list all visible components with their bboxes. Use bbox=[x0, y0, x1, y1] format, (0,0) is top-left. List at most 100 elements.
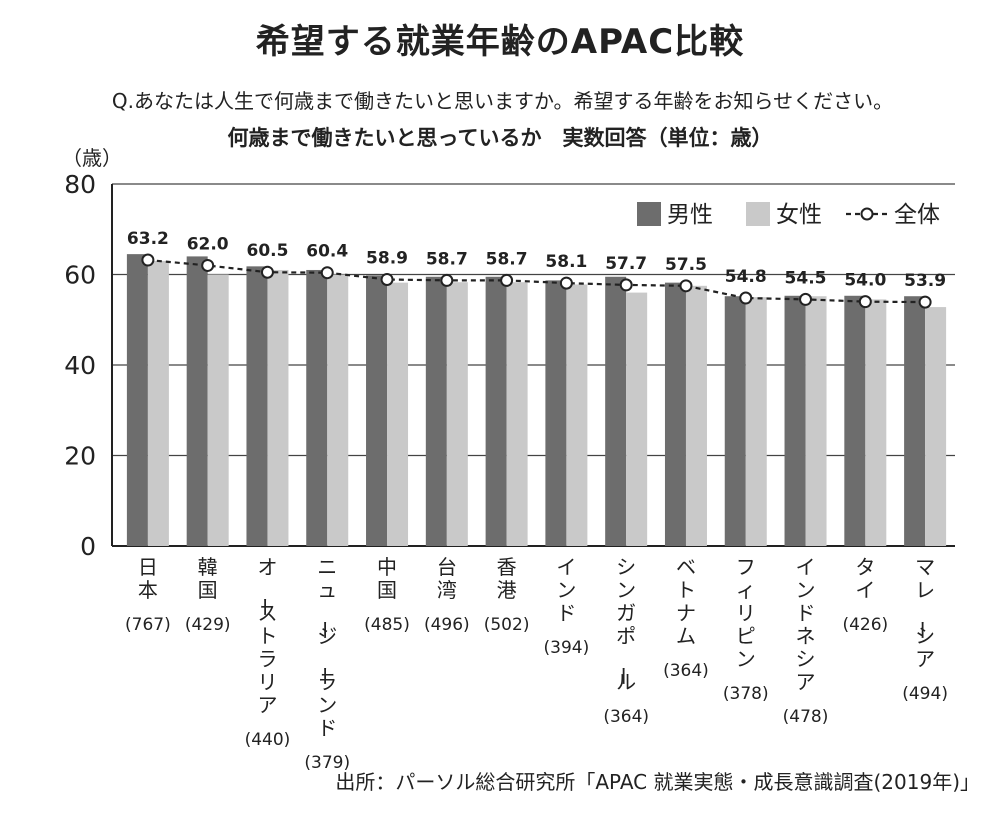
bar-female bbox=[387, 282, 409, 546]
bar-male bbox=[844, 295, 866, 546]
value-label: 60.5 bbox=[246, 241, 288, 261]
x-tick-label: タイ bbox=[855, 555, 875, 602]
legend-label-female: 女性 bbox=[776, 202, 822, 228]
value-label: 58.7 bbox=[486, 249, 528, 269]
sample-size-label: (378) bbox=[723, 684, 769, 704]
legend-marker-total bbox=[860, 207, 874, 221]
bar-female bbox=[207, 274, 229, 546]
y-axis: 0 20 40 60 80（歳） bbox=[62, 146, 955, 561]
value-label: 54.5 bbox=[785, 268, 827, 288]
sample-size-label: (364) bbox=[603, 707, 649, 727]
bar-female bbox=[805, 296, 827, 546]
total-point bbox=[799, 292, 813, 306]
bars bbox=[126, 254, 947, 546]
total-point bbox=[260, 265, 274, 279]
legend-swatch-female bbox=[746, 202, 770, 226]
value-label: 63.2 bbox=[127, 229, 169, 249]
total-point bbox=[380, 272, 394, 286]
y-axis-unit: （歳） bbox=[62, 146, 122, 170]
bar-male bbox=[246, 266, 268, 546]
x-tick-label: ニュージーランド bbox=[312, 555, 337, 740]
legend-label-total: 全体 bbox=[894, 202, 940, 228]
legend: 男性 女性 全体 bbox=[637, 202, 940, 228]
total-point bbox=[858, 295, 872, 309]
x-tick-label: 中国 bbox=[377, 555, 397, 602]
total-point bbox=[201, 258, 215, 272]
x-tick-label: フィリピン bbox=[736, 555, 756, 671]
bar-female bbox=[745, 297, 767, 546]
source-note: 出所：パーソル総合研究所「APAC 就業実態・成長意識調査(2019年)」 bbox=[335, 770, 980, 794]
bar-male bbox=[605, 276, 627, 546]
total-point bbox=[679, 279, 693, 293]
chart-subtitle: 何歳まで働きたいと思っているか 実数回答（単位：歳） bbox=[227, 126, 773, 150]
sample-size-label: (485) bbox=[364, 615, 410, 635]
bar-female bbox=[685, 285, 707, 546]
value-label: 57.5 bbox=[665, 255, 707, 275]
total-point bbox=[918, 295, 932, 309]
total-point bbox=[739, 291, 753, 305]
bar-male bbox=[425, 276, 447, 546]
x-tick-label: 香港 bbox=[497, 555, 517, 602]
y-tick-label: 40 bbox=[64, 351, 96, 380]
y-tick-label: 80 bbox=[64, 170, 96, 199]
value-labels: 63.2 62.0 60.5 60.4 58.9 58.7 58.7 58.1 57.7 57.5… bbox=[127, 229, 946, 291]
gridlines bbox=[112, 183, 955, 457]
sample-size-label: (494) bbox=[902, 684, 948, 704]
bar-female bbox=[327, 274, 349, 546]
x-tick-label: 台湾 bbox=[437, 555, 457, 602]
value-label: 54.0 bbox=[844, 271, 886, 291]
y-tick-label: 0 bbox=[80, 532, 96, 561]
sample-size-label: (364) bbox=[663, 661, 709, 681]
x-tick-label: 日本 bbox=[138, 555, 158, 602]
chart-title: 希望する就業年齢のAPAC比較 bbox=[255, 22, 745, 62]
x-tick-label: 韓国 bbox=[198, 555, 218, 602]
sample-size-label: (379) bbox=[304, 753, 350, 773]
total-point bbox=[559, 276, 573, 290]
total-point bbox=[320, 266, 334, 280]
bar-male bbox=[186, 256, 208, 546]
x-tick-label: インド bbox=[556, 555, 576, 625]
x-tick-label: ベトナム bbox=[676, 555, 696, 648]
value-label: 54.8 bbox=[725, 267, 767, 287]
bar-male bbox=[784, 295, 806, 546]
bar-male bbox=[126, 254, 148, 546]
x-tick-label: オーストラリア bbox=[252, 555, 277, 717]
sample-size-label: (429) bbox=[185, 615, 231, 635]
total-line-path bbox=[147, 258, 926, 304]
survey-question: Q.あなたは人生で何歳まで働きたいと思いますか。希望する年齢をお知らせください。 bbox=[111, 89, 894, 113]
sample-size-label: (426) bbox=[842, 615, 888, 635]
y-tick-label: 60 bbox=[64, 261, 96, 290]
bar-female bbox=[267, 269, 289, 546]
total-point bbox=[500, 273, 514, 287]
total-point bbox=[440, 273, 454, 287]
bar-male bbox=[545, 280, 567, 546]
x-tick-label: シンガポール bbox=[611, 555, 636, 694]
value-label: 58.9 bbox=[366, 248, 408, 268]
bar-female bbox=[566, 284, 588, 546]
sample-size-label: (767) bbox=[125, 615, 171, 635]
value-label: 53.9 bbox=[904, 271, 946, 291]
sample-size-label: (394) bbox=[544, 638, 590, 658]
value-label: 57.7 bbox=[605, 254, 647, 274]
legend-label-male: 男性 bbox=[667, 202, 713, 228]
bar-female bbox=[147, 260, 169, 546]
value-label: 62.0 bbox=[187, 234, 229, 254]
bar-female bbox=[506, 282, 528, 546]
bar-female bbox=[925, 307, 947, 546]
bar-male bbox=[904, 296, 926, 546]
total-point bbox=[619, 278, 633, 292]
x-tick-label: マレーシア bbox=[910, 555, 935, 671]
sample-size-label: (496) bbox=[424, 615, 470, 635]
sample-size-label: (440) bbox=[245, 730, 291, 750]
bar-female bbox=[626, 292, 648, 546]
bar-male bbox=[724, 296, 746, 546]
legend-swatch-male bbox=[637, 202, 661, 226]
bar-male bbox=[664, 282, 686, 546]
bar-male bbox=[366, 275, 388, 546]
x-axis: 日本 (767) 韓国 (429) オーストラリア (440) ニュージーランド (379) 中… bbox=[125, 555, 948, 773]
bar-male bbox=[306, 269, 328, 546]
bar-female bbox=[446, 282, 468, 546]
sample-size-label: (502) bbox=[484, 615, 530, 635]
total-line bbox=[141, 253, 932, 309]
